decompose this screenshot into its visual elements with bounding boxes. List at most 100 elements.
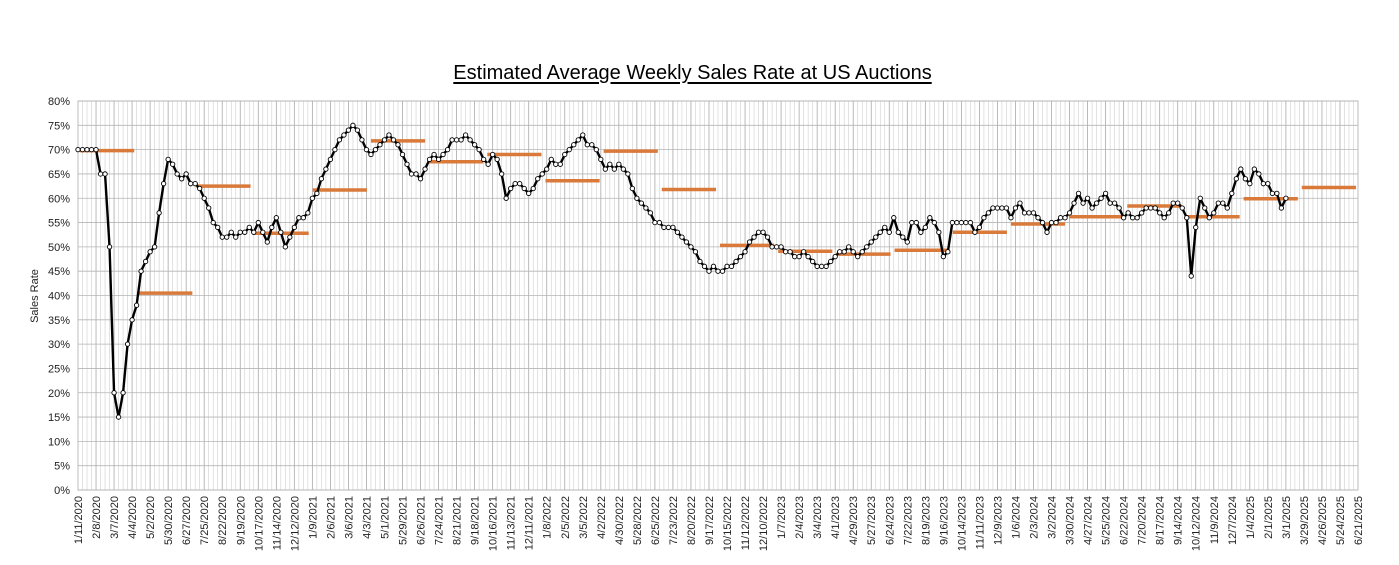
x-tick-label: 8/17/2024 (1155, 496, 1167, 545)
data-point (111, 390, 117, 396)
data-point (174, 171, 180, 177)
data-point (553, 161, 559, 167)
data-point (584, 142, 590, 148)
data-point (79, 146, 86, 153)
data-point (179, 176, 185, 182)
data-point (242, 229, 248, 235)
data-point (426, 156, 433, 163)
data-point (665, 224, 672, 231)
x-tick-label: 2/4/2023 (794, 496, 806, 539)
data-point (246, 224, 252, 231)
data-point (1229, 190, 1235, 197)
data-point (796, 253, 802, 260)
data-point (1148, 205, 1154, 211)
data-point (359, 137, 365, 143)
data-point (535, 176, 541, 182)
data-point (999, 205, 1005, 211)
data-point (499, 171, 505, 177)
data-point (819, 263, 825, 269)
data-point (133, 302, 140, 308)
data-point (84, 146, 90, 153)
data-point (1102, 190, 1109, 197)
data-point (314, 190, 320, 197)
data-point (282, 244, 288, 250)
x-tick-label: 3/2/2024 (1047, 496, 1059, 539)
x-tick-label: 6/24/2023 (884, 496, 896, 545)
data-point (237, 229, 243, 235)
y-tick-label: 35% (48, 315, 70, 327)
data-point (431, 151, 437, 158)
data-point (746, 239, 753, 245)
data-point (1152, 205, 1158, 211)
data-point (210, 219, 216, 226)
data-point (1179, 205, 1185, 211)
data-point (372, 146, 379, 153)
data-point (692, 249, 699, 255)
data-point (165, 156, 171, 163)
data-point (656, 219, 663, 226)
data-point (909, 219, 915, 226)
data-point (1188, 273, 1194, 279)
y-axis-tick-labels: 0% 5% 10% 15% 20% 25% 30% 35% 40% 45% 50% 55% 60% 65%… (48, 96, 70, 497)
data-point (661, 224, 667, 231)
data-point (994, 205, 1001, 211)
data-point (390, 137, 397, 143)
data-point (1206, 215, 1212, 221)
data-point (724, 263, 730, 269)
x-tick-label: 9/16/2023 (938, 496, 950, 545)
x-tick-label: 9/17/2022 (704, 496, 716, 545)
data-point (512, 181, 518, 187)
x-tick-label: 11/11/2023 (974, 496, 986, 549)
data-point (598, 156, 604, 163)
data-point (679, 234, 685, 240)
data-point (1120, 215, 1127, 221)
data-point (976, 224, 983, 231)
data-point (1242, 176, 1248, 182)
data-point (620, 166, 627, 172)
data-point (350, 122, 356, 128)
data-point (544, 166, 550, 172)
data-point (1256, 171, 1262, 177)
data-point (476, 146, 482, 153)
data-point (589, 142, 595, 148)
x-tick-label: 11/13/2021 (506, 496, 518, 550)
data-point (1265, 181, 1271, 187)
x-tick-label: 3/30/2024 (1065, 496, 1077, 545)
data-point (413, 171, 419, 177)
x-tick-label: 1/7/2023 (776, 496, 788, 539)
x-tick-label: 6/22/2024 (1119, 496, 1131, 545)
y-tick-label: 5% (54, 461, 70, 473)
data-point (1111, 200, 1118, 206)
data-point (197, 185, 203, 192)
data-point (841, 249, 847, 255)
x-axis-tick-labels: 1/11/2020 2/8/2020 3/7/2020 4/4/2020 5/2/202… (73, 496, 1365, 551)
data-point (440, 151, 446, 158)
x-tick-label: 8/20/2022 (686, 496, 698, 545)
x-tick-label: 4/27/2024 (1083, 496, 1095, 545)
data-point (602, 166, 608, 172)
data-point (566, 146, 572, 153)
data-point (791, 253, 798, 260)
data-point (201, 195, 207, 201)
data-point (160, 181, 167, 187)
data-point (715, 268, 721, 274)
data-point (309, 195, 316, 201)
y-tick-label: 25% (48, 363, 70, 375)
data-point (1211, 210, 1217, 216)
data-point (485, 161, 491, 167)
data-point (508, 185, 514, 192)
data-point (386, 132, 392, 138)
data-point (764, 234, 771, 240)
data-point (1008, 215, 1014, 221)
x-tick-label: 12/11/2021 (524, 496, 536, 550)
data-point (557, 161, 563, 167)
y-tick-label: 30% (48, 339, 70, 351)
data-point (408, 171, 415, 177)
data-point (778, 244, 784, 250)
data-point (88, 146, 95, 153)
y-tick-label: 50% (48, 242, 70, 254)
data-point (129, 317, 135, 323)
y-tick-label: 75% (48, 120, 70, 132)
data-point (868, 239, 874, 245)
x-tick-label: 6/26/2021 (416, 496, 428, 545)
